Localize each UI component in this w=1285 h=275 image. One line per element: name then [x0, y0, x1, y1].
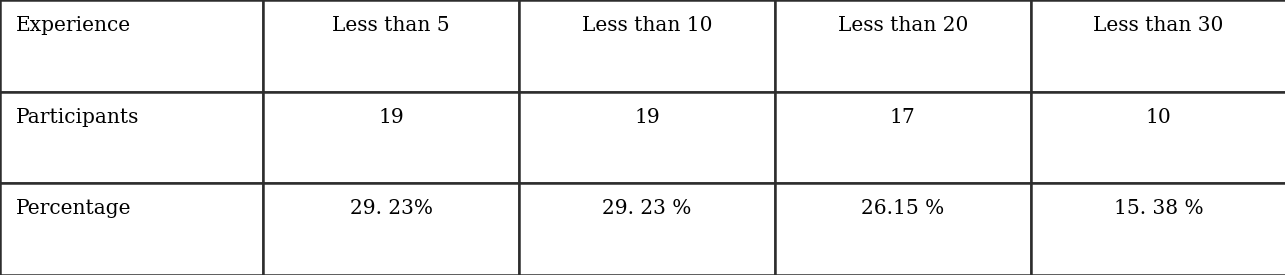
Text: 19: 19: [634, 108, 660, 127]
Bar: [0, 0, 263, 92]
Text: 29. 23%: 29. 23%: [350, 199, 433, 218]
Text: Less than 30: Less than 30: [1094, 16, 1223, 35]
Text: Less than 20: Less than 20: [838, 16, 968, 35]
Text: Less than 10: Less than 10: [582, 16, 712, 35]
Text: 17: 17: [889, 108, 916, 127]
Text: 26.15 %: 26.15 %: [861, 199, 944, 218]
Text: 10: 10: [1145, 108, 1172, 127]
Text: Experience: Experience: [15, 16, 131, 35]
Text: Percentage: Percentage: [15, 199, 131, 218]
Bar: [263, 92, 519, 183]
Bar: [775, 92, 1031, 183]
Bar: [0, 92, 263, 183]
Bar: [1031, 92, 1285, 183]
Bar: [263, 0, 519, 92]
Text: Participants: Participants: [15, 108, 139, 127]
Bar: [263, 183, 519, 275]
Bar: [1031, 0, 1285, 92]
Bar: [519, 183, 775, 275]
Bar: [775, 0, 1031, 92]
Text: 19: 19: [378, 108, 405, 127]
Text: Less than 5: Less than 5: [333, 16, 450, 35]
Bar: [519, 92, 775, 183]
Bar: [775, 183, 1031, 275]
Bar: [1031, 183, 1285, 275]
Bar: [0, 183, 263, 275]
Bar: [519, 0, 775, 92]
Text: 15. 38 %: 15. 38 %: [1114, 199, 1203, 218]
Text: 29. 23 %: 29. 23 %: [603, 199, 691, 218]
